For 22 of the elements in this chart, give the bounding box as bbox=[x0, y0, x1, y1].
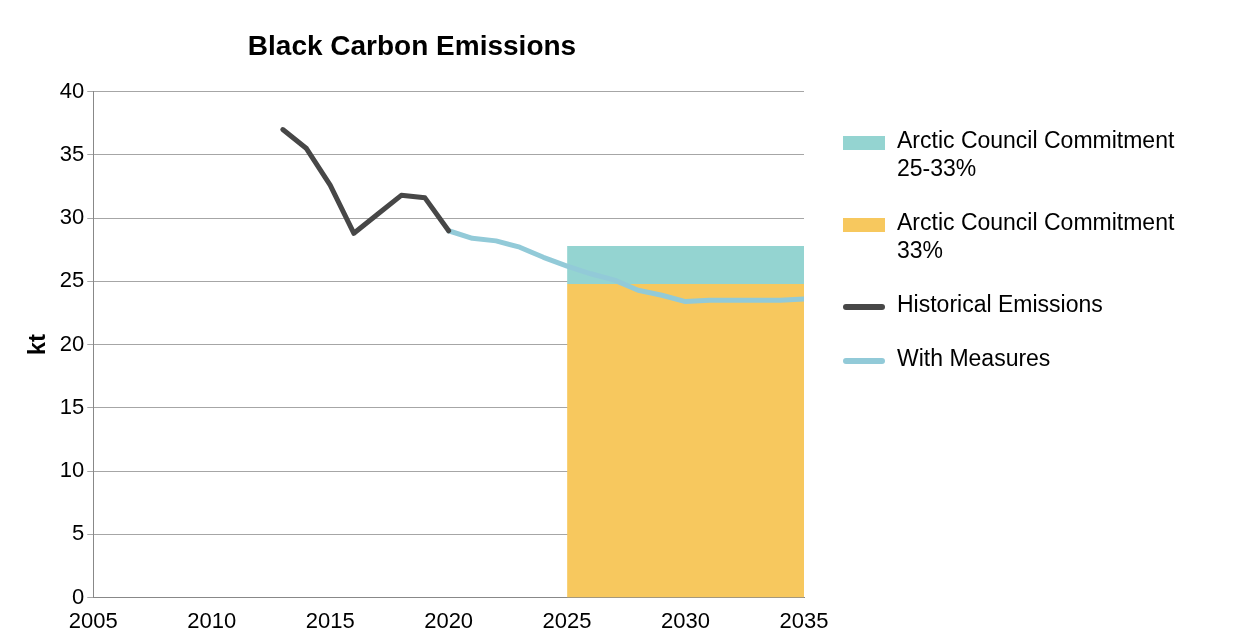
y-tick-label: 0 bbox=[72, 583, 85, 609]
legend-label: With Measures bbox=[897, 344, 1051, 372]
y-tick-label: 30 bbox=[59, 204, 85, 230]
legend-label: Arctic Council Commitment 25-33% bbox=[897, 126, 1176, 182]
legend-label: Historical Emissions bbox=[897, 290, 1103, 318]
y-axis-title: kt bbox=[23, 333, 51, 356]
x-tick-label: 2035 bbox=[779, 607, 829, 633]
chart-title: Black Carbon Emissions bbox=[247, 29, 577, 61]
x-tick-label: 2010 bbox=[187, 607, 237, 633]
y-tick-label: 15 bbox=[59, 393, 85, 419]
y-tick-label: 10 bbox=[59, 457, 85, 483]
x-tick-label: 2020 bbox=[424, 607, 474, 633]
y-tick-label: 40 bbox=[59, 77, 85, 103]
legend-label: Arctic Council Commitment 33% bbox=[897, 208, 1176, 264]
y-tick-label: 25 bbox=[59, 267, 85, 293]
y-tick-label: 20 bbox=[59, 330, 85, 356]
x-tick-label: 2005 bbox=[68, 607, 118, 633]
y-tick-label: 35 bbox=[59, 140, 85, 166]
y-tick-label: 5 bbox=[72, 520, 85, 546]
x-tick-label: 2015 bbox=[305, 607, 355, 633]
x-tick-label: 2025 bbox=[542, 607, 592, 633]
x-tick-label: 2030 bbox=[661, 607, 711, 633]
